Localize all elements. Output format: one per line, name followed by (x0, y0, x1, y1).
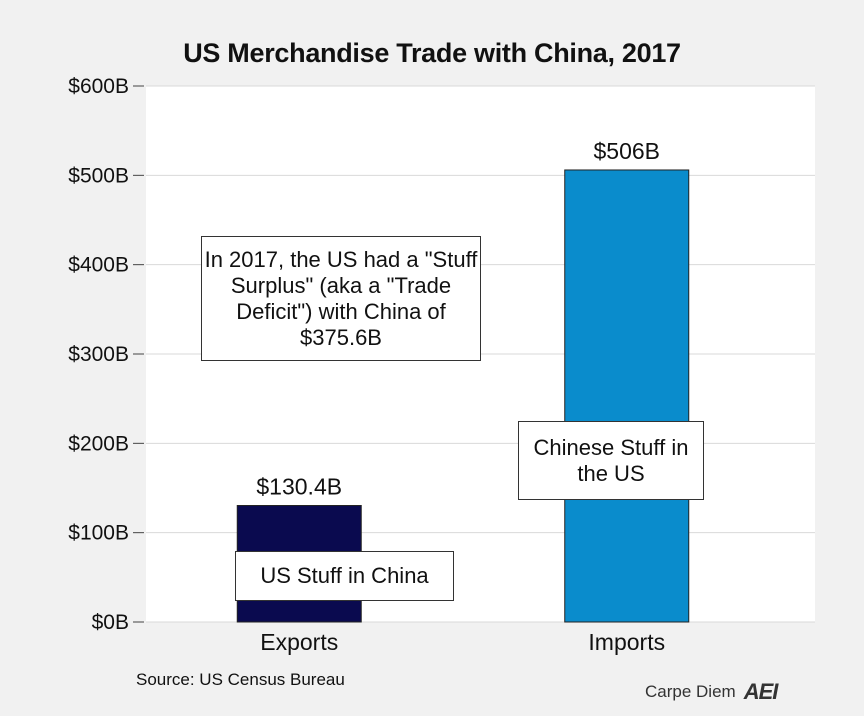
surplus-annotation: In 2017, the US had a "Stuff Surplus" (a… (201, 236, 481, 361)
y-tick-label: $600B (68, 75, 129, 98)
y-tick-label: $300B (68, 343, 129, 366)
y-tick-label: $400B (68, 254, 129, 277)
y-tick-label: $100B (68, 522, 129, 545)
bar-imports (564, 169, 690, 623)
y-tick-label: $200B (68, 432, 129, 455)
data-label-imports: $506B (593, 138, 660, 164)
brand: Carpe Diem AEI (645, 679, 779, 705)
surplus-annotation-text: In 2017, the US had a "Stuff Surplus" (a… (204, 246, 478, 350)
data-label-exports: $130.4B (256, 474, 342, 500)
labels: $130.4B Exports $506B Imports (256, 138, 665, 655)
y-tick-label: $0B (92, 611, 129, 634)
imports-annotation: Chinese Stuff in the US (518, 421, 704, 500)
bars (236, 169, 690, 623)
imports-annotation-text: Chinese Stuff in the US (533, 434, 689, 486)
category-label-exports: Exports (260, 629, 338, 655)
y-axis: $0B $100B $200B $300B $400B $500B $600B (68, 75, 144, 634)
exports-annotation: US Stuff in China (235, 551, 454, 601)
chart-title: US Merchandise Trade with China, 2017 (183, 38, 681, 68)
aei-logo: AEI (743, 679, 779, 704)
y-tick-label: $500B (68, 164, 129, 187)
category-label-imports: Imports (588, 629, 665, 655)
source-note: Source: US Census Bureau (136, 670, 345, 689)
brand-name: Carpe Diem (645, 682, 736, 701)
exports-annotation-text: US Stuff in China (260, 563, 429, 588)
